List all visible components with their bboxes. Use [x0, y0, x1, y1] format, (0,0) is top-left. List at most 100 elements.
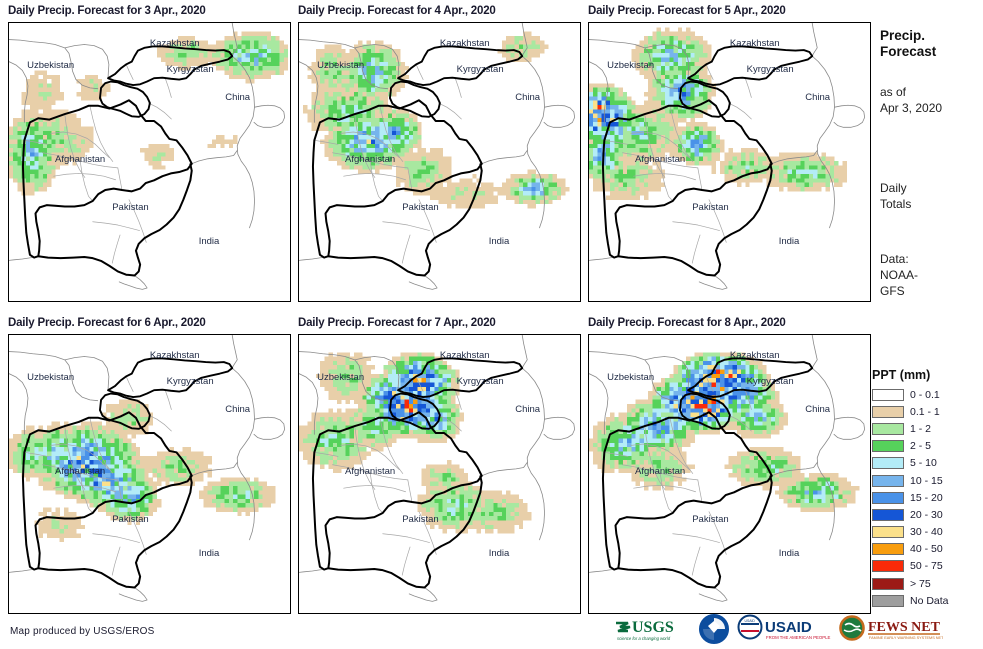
admin-boundary: [24, 452, 48, 456]
legend-swatch: [872, 577, 904, 590]
international-boundary: [812, 23, 817, 56]
sidebar-title-line1: Precip.: [880, 28, 926, 43]
kyrgyzstan-boundary: [398, 46, 522, 85]
international-boundary: [190, 151, 237, 165]
international-boundary: [254, 105, 285, 127]
legend-entry: 0.1 - 1: [872, 403, 983, 420]
international-boundary: [812, 368, 834, 540]
admin-boundary: [698, 480, 702, 502]
pakistan-boundary: [618, 164, 771, 275]
map-canvas[interactable]: Kazakhstan Uzbekistan Kyrgyzstan China Afgha…: [8, 22, 291, 302]
admin-boundary: [402, 235, 410, 263]
legend-label: 50 - 75: [910, 560, 943, 573]
pakistan-boundary: [328, 476, 481, 587]
admin-boundary: [370, 161, 383, 201]
admin-boundary: [634, 173, 696, 179]
admin-boundary: [604, 452, 628, 456]
international-boundary: [834, 417, 865, 439]
international-boundary: [299, 374, 318, 435]
international-boundary: [65, 357, 109, 391]
admin-boundary: [419, 512, 436, 555]
precip-raster: [9, 31, 288, 196]
legend-swatch: [872, 508, 904, 521]
sidebar-totals-line1: Daily: [880, 181, 907, 195]
legend-label: > 75: [910, 577, 931, 590]
legend-entry: No Data: [872, 592, 983, 609]
pakistan-boundary: [328, 164, 481, 275]
international-boundary: [65, 45, 109, 79]
sidebar-data-line3: GFS: [880, 284, 905, 298]
international-boundary: [480, 151, 527, 165]
legend-entry: 30 - 40: [872, 524, 983, 541]
international-boundary: [812, 335, 817, 368]
legend-entry: 5 - 10: [872, 455, 983, 472]
admin-boundary: [90, 418, 113, 474]
admin-boundary: [660, 473, 673, 513]
afghanistan-boundary: [313, 100, 482, 257]
international-boundary: [699, 276, 727, 290]
admin-boundary: [692, 547, 700, 575]
admin-boundary: [80, 473, 93, 513]
kyrgyzstan-boundary: [398, 358, 522, 397]
international-boundary: [299, 40, 388, 89]
admin-boundary: [419, 200, 436, 243]
admin-boundary: [709, 512, 726, 555]
admin-boundary: [383, 222, 430, 231]
legend-swatch: [872, 405, 904, 418]
sidebar-data-line1: Data:: [880, 252, 909, 266]
admin-boundary: [709, 200, 726, 243]
map-canvas[interactable]: Kazakhstan Uzbekistan Kyrgyzstan China Afgha…: [298, 22, 581, 302]
international-boundary: [589, 62, 608, 123]
map-panel-title: Daily Precip. Forecast for 6 Apr., 2020: [8, 317, 206, 329]
admin-boundary: [745, 390, 751, 409]
admin-boundary: [416, 376, 423, 391]
international-boundary: [232, 56, 254, 228]
legend-swatch: [872, 422, 904, 435]
international-boundary: [770, 151, 817, 165]
map-canvas[interactable]: Kazakhstan Uzbekistan Kyrgyzstan China Afgha…: [8, 334, 291, 614]
legend-entry: 50 - 75: [872, 558, 983, 575]
legend-label: 5 - 10: [910, 457, 937, 470]
admin-boundary: [126, 376, 133, 391]
admin-boundary: [380, 106, 403, 162]
legend-swatch: [872, 560, 904, 573]
legend-swatch: [872, 388, 904, 401]
international-boundary: [9, 40, 98, 89]
international-boundary: [9, 352, 98, 401]
map-canvas[interactable]: Kazakhstan Uzbekistan Kyrgyzstan China Afgha…: [588, 334, 871, 614]
international-boundary: [589, 40, 678, 89]
admin-boundary: [455, 78, 461, 97]
legend-swatch: [872, 543, 904, 556]
sidebar-asof-line2: Apr 3, 2020: [880, 101, 943, 115]
agency-logo-row: USGS science for a changing world USAID …: [614, 612, 943, 646]
admin-boundary: [126, 64, 133, 79]
precip-raster: [589, 27, 847, 200]
map-canvas[interactable]: Kazakhstan Uzbekistan Kyrgyzstan China Afgha…: [298, 334, 581, 614]
international-boundary: [645, 357, 689, 391]
map-canvas[interactable]: Kazakhstan Uzbekistan Kyrgyzstan China Afgha…: [588, 22, 871, 302]
admin-boundary: [370, 473, 383, 513]
pakistan-boundary: [618, 476, 771, 587]
usgs-logo: USGS science for a changing world: [614, 614, 692, 644]
admin-boundary: [54, 173, 116, 179]
admin-boundary: [660, 161, 673, 201]
admin-boundary: [355, 426, 375, 489]
map-panel-title: Daily Precip. Forecast for 5 Apr., 2020: [588, 5, 786, 17]
admin-boundary: [314, 140, 338, 144]
legend-entry: 1 - 2: [872, 420, 983, 437]
legend-entry: 0 - 0.1: [872, 386, 983, 403]
map-credit: Map produced by USGS/EROS: [10, 626, 155, 637]
legend-label: 0.1 - 1: [910, 405, 940, 418]
admin-boundary: [706, 376, 713, 391]
international-boundary: [409, 588, 437, 602]
international-boundary: [770, 463, 817, 477]
admin-boundary: [670, 418, 693, 474]
international-boundary: [480, 463, 527, 477]
admin-boundary: [149, 103, 172, 119]
kyrgyzstan-boundary: [688, 46, 812, 85]
legend-label: 1 - 2: [910, 422, 932, 435]
pakistan-boundary: [38, 476, 191, 587]
legend-swatch: [872, 474, 904, 487]
admin-boundary: [80, 161, 93, 201]
map-panel-title: Daily Precip. Forecast for 8 Apr., 2020: [588, 317, 786, 329]
